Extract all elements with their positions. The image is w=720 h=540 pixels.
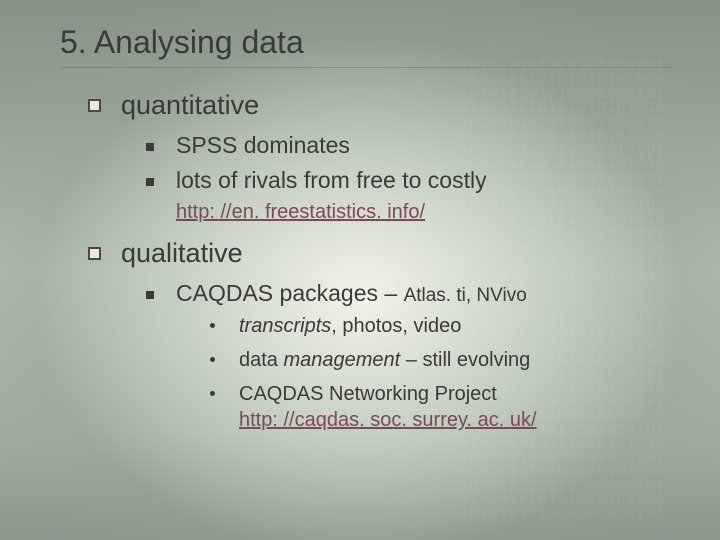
l2-text: SPSS dominates [176,131,350,160]
slide-content: 5. Analysing data quantitative SPSS domi… [0,0,720,540]
caqdas-project-text: CAQDAS Networking Project [239,383,497,405]
caqdas-link[interactable]: http: //caqdas. soc. surrey. ac. uk/ [239,409,537,431]
list-item: SPSS dominates [146,131,672,160]
caqdas-line: CAQDAS packages – Atlas. ti, NVivo [176,279,527,308]
dot-bullet-icon [210,323,215,328]
square-bullet-icon [88,247,101,260]
small-square-bullet-icon [146,291,154,299]
l3-text: transcripts, photos, video [239,313,461,339]
dot-bullet-icon [210,357,215,362]
l2-text: lots of rivals from free to costly [176,166,487,195]
l3-text: data management – still evolving [239,347,530,373]
l1-label: quantitative [121,90,259,121]
list-item: transcripts, photos, video [210,313,672,339]
transcripts-rest: , photos, video [331,315,461,337]
list-item: CAQDAS Networking Project http: //caqdas… [210,381,672,433]
list-item: lots of rivals from free to costly [146,166,672,195]
data-post: – still evolving [400,349,530,371]
slide-title: 5. Analysing data [60,24,672,68]
list-item: data management – still evolving [210,347,672,373]
small-square-bullet-icon [146,178,154,186]
dot-bullet-icon [210,391,215,396]
quantitative-children: SPSS dominates lots of rivals from free … [146,131,672,195]
list-item: quantitative [88,90,672,121]
data-pre: data [239,349,283,371]
square-bullet-icon [88,99,101,112]
transcripts-italic: transcripts [239,315,331,337]
small-square-bullet-icon [146,143,154,151]
l3-text: CAQDAS Networking Project http: //caqdas… [239,381,537,433]
list-item: qualitative [88,238,672,269]
section-qualitative: qualitative [88,238,672,269]
qualitative-children: CAQDAS packages – Atlas. ti, NVivo [146,279,672,308]
caqdas-examples: Atlas. ti, NVivo [404,285,527,306]
freestatistics-link[interactable]: http: //en. freestatistics. info/ [176,201,672,224]
caqdas-subitems: transcripts, photos, video data manageme… [210,313,672,433]
l1-label: qualitative [121,238,243,269]
caqdas-main: CAQDAS packages – [176,280,404,306]
management-italic: management [283,349,400,371]
list-item: CAQDAS packages – Atlas. ti, NVivo [146,279,672,308]
section-quantitative: quantitative [88,90,672,121]
